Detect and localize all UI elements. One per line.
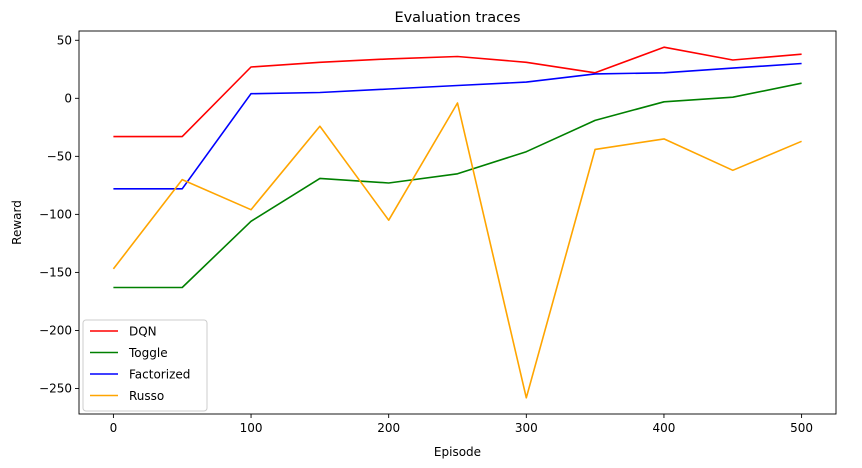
plot-frame [78,30,837,415]
chart-title: Evaluation traces [394,10,520,26]
series-line-factorized [113,62,802,190]
legend-label-dqn: DQN [129,325,157,339]
y-tick-label: −100 [39,207,72,221]
series-line-toggle [113,82,802,289]
series-line-russo [112,102,802,399]
y-tick-label: −150 [39,265,72,279]
x-tick-label: 200 [377,421,400,435]
x-axis-title: Episode [434,445,481,459]
y-tick-label: −250 [39,381,72,395]
legend: DQN Toggle Factorized Russo [82,319,208,412]
x-tick-label: 0 [110,421,118,435]
x-tick-label: 400 [653,421,676,435]
legend-box [82,319,208,412]
x-tick-label: 500 [790,421,813,435]
legend-label-russo: Russo [129,389,164,403]
x-tick-label: 300 [515,421,538,435]
series-line-dqn [113,46,802,138]
y-tick-label: −50 [47,149,72,163]
y-tick-label: 50 [57,33,72,47]
y-tick-label: −200 [39,323,72,337]
y-axis-title: Reward [10,200,24,245]
series-layer [112,46,802,399]
x-tick-label: 100 [240,421,263,435]
legend-label-factorized: Factorized [129,368,190,382]
legend-label-toggle: Toggle [128,346,168,360]
y-tick-label: 0 [64,91,72,105]
